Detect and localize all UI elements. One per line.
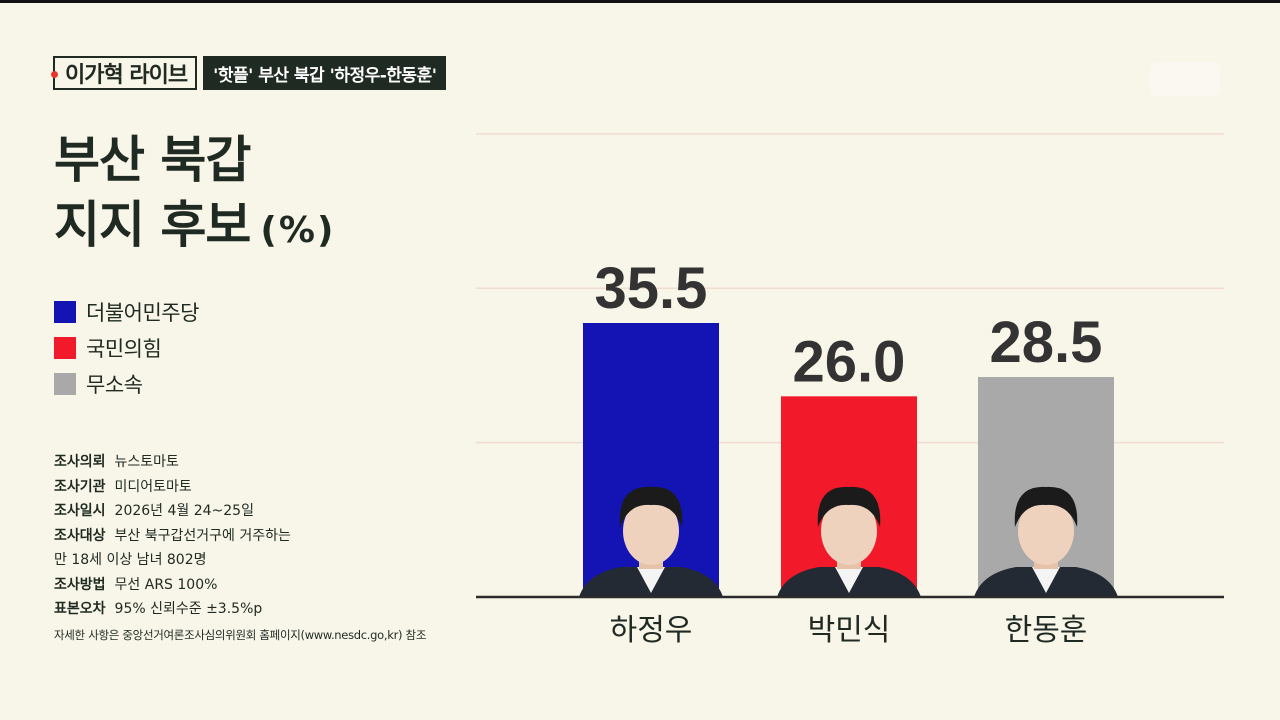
survey-row-target-cont: 만 18세 이상 남녀 802명 [54, 548, 291, 573]
candidate-face [821, 497, 877, 565]
legend-swatch-blue [54, 301, 76, 323]
survey-row-agency: 조사기관 미디어토마토 [54, 475, 291, 500]
legend-item-independent: 무소속 [54, 366, 199, 402]
title-line-1: 부산 북갑 [54, 131, 251, 189]
legend-label: 무소속 [86, 373, 143, 397]
survey-value: 뉴스토마토 [114, 454, 179, 470]
survey-key: 조사일시 [54, 503, 106, 519]
legend-label: 국민의힘 [86, 337, 162, 361]
survey-value: 2026년 4월 24~25일 [114, 503, 254, 519]
survey-key: 조사방법 [54, 576, 106, 593]
survey-row-target: 조사대상 부산 북구갑선거구에 거주하는 [54, 524, 291, 549]
legend-label: 더불어민주당 [86, 301, 199, 325]
title-line-2: 지지 후보 [54, 196, 251, 254]
survey-row-client: 조사의뢰 뉴스토마토 [54, 450, 291, 475]
legend-swatch-gray [54, 373, 76, 395]
survey-row-method: 조사방법 무선 ARS 100% [54, 573, 291, 598]
broadcaster-watermark [1150, 62, 1220, 96]
brand-header: 이가혁 라이브 '핫플' 부산 북갑 '하정우-한동훈' [51, 56, 447, 90]
candidate-name: 박민식 [808, 613, 891, 648]
candidate-photo [777, 486, 921, 597]
survey-key: 조사대상 [54, 527, 106, 544]
legend: 더불어민주당 국민의힘 무소속 [54, 294, 199, 402]
survey-footnote: 자세한 사항은 중앙선거여론조사심의위원회 홈페이지(www.nesdc.go,… [54, 628, 427, 642]
bar-value-label: 26.0 [793, 329, 906, 394]
legend-item-democratic: 더불어민주당 [54, 294, 199, 330]
candidate-photo [579, 486, 723, 597]
candidate-shirt [835, 567, 863, 593]
topic-banner: '핫플' 부산 북갑 '하정우-한동훈' [203, 56, 447, 90]
survey-key: 조사의뢰 [54, 454, 106, 470]
survey-value: 미디어토마토 [114, 478, 192, 495]
candidate-shirt [1032, 567, 1060, 593]
survey-value: 만 18세 이상 남녀 802명 [54, 552, 207, 568]
legend-item-ppp: 국민의힘 [54, 330, 199, 366]
legend-swatch-red [54, 337, 76, 359]
survey-value: 95% 신뢰수준 ±3.5%p [114, 601, 263, 617]
survey-value: 부산 북구갑선거구에 거주하는 [114, 527, 291, 544]
chart-title: 부산 북갑 지지 후보 (%) [54, 128, 335, 263]
candidate-hair [1014, 486, 1078, 527]
candidate-face [623, 497, 679, 565]
candidate-name: 한동훈 [1005, 613, 1088, 648]
bar-value-label: 35.5 [595, 256, 708, 321]
survey-row-date: 조사일시 2026년 4월 24~25일 [54, 499, 291, 524]
bar-value-label: 28.5 [990, 310, 1103, 375]
candidate-hair [817, 486, 881, 527]
title-unit: (%) [260, 210, 336, 251]
survey-info: 조사의뢰 뉴스토마토 조사기관 미디어토마토 조사일시 2026년 4월 24~25일… [54, 450, 291, 622]
candidate-hair [619, 486, 683, 527]
survey-key: 조사기관 [54, 478, 106, 495]
survey-value: 무선 ARS 100% [114, 576, 218, 593]
show-logo: 이가혁 라이브 [51, 56, 198, 90]
candidate-shirt [637, 567, 665, 593]
survey-key: 표본오차 [54, 601, 106, 617]
survey-row-error: 표본오차 95% 신뢰수준 ±3.5%p [54, 597, 291, 622]
top-border [0, 0, 1280, 3]
show-name: 이가혁 라이브 [65, 63, 188, 88]
logo-dot [51, 71, 58, 78]
candidate-name: 하정우 [610, 613, 693, 648]
candidate-face [1018, 497, 1074, 565]
candidate-photo [974, 486, 1118, 597]
